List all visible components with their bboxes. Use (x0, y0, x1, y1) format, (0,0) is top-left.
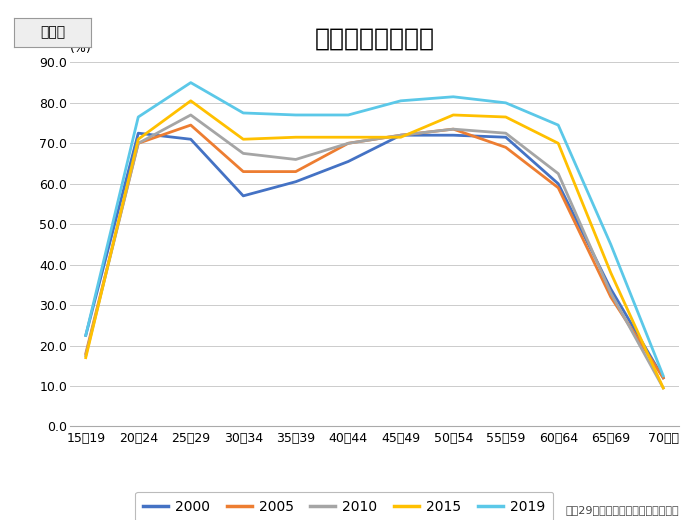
2005 (501, 144, 510, 150)
2000 (186, 136, 195, 142)
2015 (501, 114, 510, 120)
2005 (449, 126, 458, 132)
2005 (239, 168, 248, 175)
2019 (134, 114, 143, 120)
2010 (606, 290, 615, 296)
2015 (134, 136, 143, 142)
2019 (186, 80, 195, 86)
2010 (659, 385, 667, 391)
Line: 2000: 2000 (85, 133, 663, 378)
Line: 2019: 2019 (85, 83, 663, 376)
2019 (659, 373, 667, 379)
2000 (134, 130, 143, 136)
2000 (501, 134, 510, 140)
Text: (%): (%) (70, 42, 92, 55)
2000 (554, 180, 563, 187)
2005 (134, 140, 143, 147)
2015 (606, 269, 615, 276)
2005 (554, 185, 563, 191)
2010 (344, 140, 352, 147)
2019 (449, 94, 458, 100)
2010 (239, 150, 248, 157)
2000 (659, 375, 667, 381)
2015 (344, 134, 352, 140)
2019 (501, 100, 510, 106)
2019 (606, 241, 615, 248)
2019 (344, 112, 352, 118)
2010 (81, 353, 90, 359)
Line: 2005: 2005 (85, 125, 663, 378)
2015 (291, 134, 300, 140)
2000 (239, 193, 248, 199)
2015 (186, 98, 195, 104)
2010 (134, 140, 143, 147)
2000 (344, 159, 352, 165)
Text: 平成29年度「労働力基礎調査」より: 平成29年度「労働力基礎調査」より (566, 505, 679, 515)
2005 (606, 294, 615, 300)
2010 (501, 130, 510, 136)
2000 (606, 286, 615, 292)
2005 (396, 132, 405, 138)
2019 (291, 112, 300, 118)
2015 (396, 134, 405, 140)
2015 (239, 136, 248, 142)
2010 (396, 132, 405, 138)
2010 (554, 171, 563, 177)
2000 (291, 178, 300, 185)
2019 (239, 110, 248, 116)
2000 (81, 332, 90, 339)
2005 (81, 350, 90, 357)
Line: 2010: 2010 (85, 115, 663, 388)
2010 (291, 157, 300, 163)
2015 (554, 140, 563, 147)
2000 (396, 132, 405, 138)
2019 (396, 98, 405, 104)
2010 (449, 126, 458, 132)
2019 (81, 332, 90, 339)
2005 (344, 140, 352, 147)
Text: 図表４: 図表４ (40, 25, 65, 40)
2000 (449, 132, 458, 138)
Title: 女性労働力の推移: 女性労働力の推移 (314, 27, 435, 51)
2005 (291, 168, 300, 175)
Line: 2015: 2015 (85, 101, 663, 388)
2005 (186, 122, 195, 128)
2015 (449, 112, 458, 118)
Legend: 2000, 2005, 2010, 2015, 2019: 2000, 2005, 2010, 2015, 2019 (135, 491, 553, 520)
2010 (186, 112, 195, 118)
2015 (659, 385, 667, 391)
2019 (554, 122, 563, 128)
2015 (81, 355, 90, 361)
2005 (659, 375, 667, 381)
